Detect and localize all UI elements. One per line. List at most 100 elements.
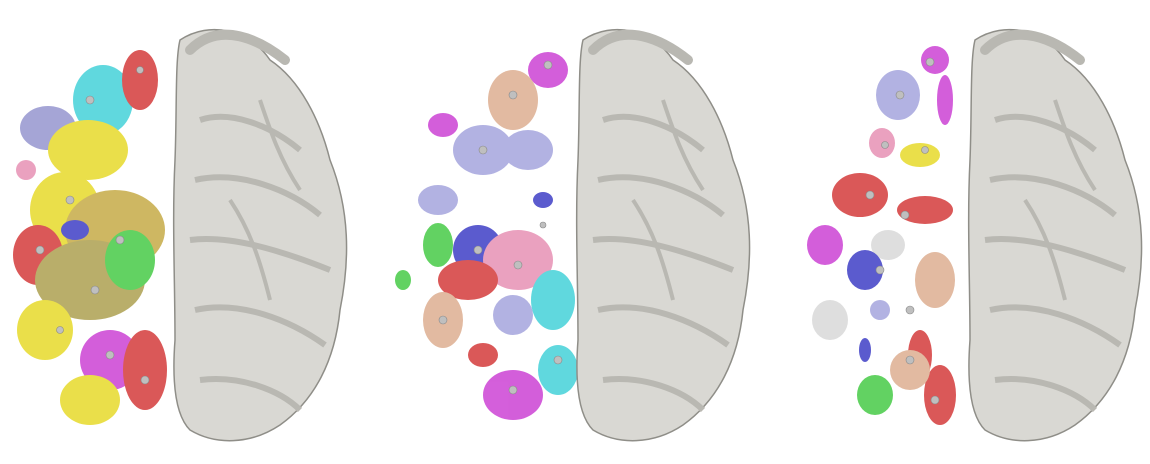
node-sphere: [478, 145, 488, 155]
surface-outline: [967, 28, 1143, 442]
node-sphere: [90, 285, 100, 295]
surface-fold: [1023, 99, 1097, 301]
surface-fold: [597, 174, 725, 218]
region-patch: [483, 230, 553, 290]
brain-render-panel-1: [0, 0, 380, 464]
region-cluster-left: [395, 52, 578, 420]
node-sphere: [56, 326, 64, 334]
region-patch: [105, 230, 155, 290]
surface-fold: [631, 99, 705, 301]
region-patch: [900, 143, 940, 167]
surface-fold: [185, 29, 290, 65]
brain-render-1: [13, 28, 348, 442]
node-sphere: [438, 315, 448, 325]
region-patch: [897, 196, 953, 224]
region-patch: [890, 350, 930, 390]
region-patch: [915, 252, 955, 308]
surface-fold: [597, 304, 730, 348]
region-patch: [533, 192, 553, 208]
region-patch: [418, 185, 458, 215]
region-patch: [538, 345, 578, 395]
node-sphere: [136, 66, 144, 74]
region-patch: [61, 220, 89, 240]
region-patch: [832, 173, 888, 217]
surface-fold: [980, 29, 1085, 65]
region-patch: [438, 260, 498, 300]
region-patch: [423, 223, 453, 267]
node-sphere: [930, 395, 940, 405]
node-sphere: [65, 195, 75, 205]
region-patch: [503, 130, 553, 170]
brain-render-panel-3: [770, 0, 1150, 464]
surface-fold: [989, 304, 1122, 348]
region-patch: [871, 230, 905, 260]
node-sphere: [140, 375, 150, 385]
node-sphere: [35, 245, 45, 255]
region-patch: [528, 52, 568, 88]
region-patch: [468, 343, 498, 367]
region-patch: [122, 50, 158, 110]
region-patch: [60, 375, 120, 425]
surface-outline: [575, 28, 751, 442]
surface-outline: [172, 28, 348, 442]
node-sphere: [921, 146, 929, 154]
region-patch: [16, 160, 36, 180]
node-sphere: [513, 260, 523, 270]
region-patch: [17, 300, 73, 360]
node-sphere: [543, 60, 553, 70]
region-patch: [921, 46, 949, 74]
surface-fold: [228, 99, 302, 301]
node-sphere: [905, 305, 915, 315]
brain-render-3: [807, 28, 1143, 442]
surface-fold: [194, 304, 327, 348]
surface-fold: [602, 113, 705, 153]
region-patch: [859, 338, 871, 362]
region-cluster-left: [807, 46, 956, 425]
node-sphere: [865, 190, 875, 200]
region-patch: [73, 65, 133, 135]
surface-fold: [602, 376, 706, 413]
region-patch: [847, 250, 883, 290]
surface-fold: [199, 376, 303, 413]
region-patch: [531, 270, 575, 330]
cortical-surface-right: [172, 28, 348, 442]
node-sphere: [508, 385, 518, 395]
node-sphere: [85, 95, 95, 105]
region-patch: [488, 70, 538, 130]
region-patch: [937, 75, 953, 125]
node-sphere: [105, 350, 115, 360]
node-spheres: [865, 57, 940, 405]
region-patch: [812, 300, 848, 340]
surface-fold: [592, 236, 735, 273]
surface-fold: [189, 236, 332, 273]
node-sphere: [900, 210, 910, 220]
surface-fold: [199, 113, 302, 153]
region-patch: [493, 295, 533, 335]
node-sphere: [553, 355, 563, 365]
region-patch: [123, 330, 167, 410]
brain-render-panel-2: [383, 0, 768, 464]
node-spheres: [35, 66, 150, 385]
region-patch: [807, 225, 843, 265]
region-patch: [428, 113, 458, 137]
region-cluster-left: [13, 50, 167, 425]
node-sphere: [875, 265, 885, 275]
cortical-surface-right: [967, 28, 1143, 442]
region-patch: [48, 120, 128, 180]
node-sphere: [115, 235, 125, 245]
region-patch: [870, 300, 890, 320]
node-sphere: [539, 221, 547, 229]
node-sphere: [905, 355, 915, 365]
region-patch: [857, 375, 893, 415]
surface-fold: [989, 174, 1117, 218]
cortical-surface-right: [575, 28, 751, 442]
region-patch: [395, 270, 411, 290]
node-sphere: [508, 90, 518, 100]
node-sphere: [881, 141, 889, 149]
surface-fold: [194, 174, 322, 218]
region-patch: [483, 370, 543, 420]
surface-fold: [984, 236, 1127, 273]
node-sphere: [925, 57, 935, 67]
region-patch: [924, 365, 956, 425]
node-sphere: [895, 90, 905, 100]
